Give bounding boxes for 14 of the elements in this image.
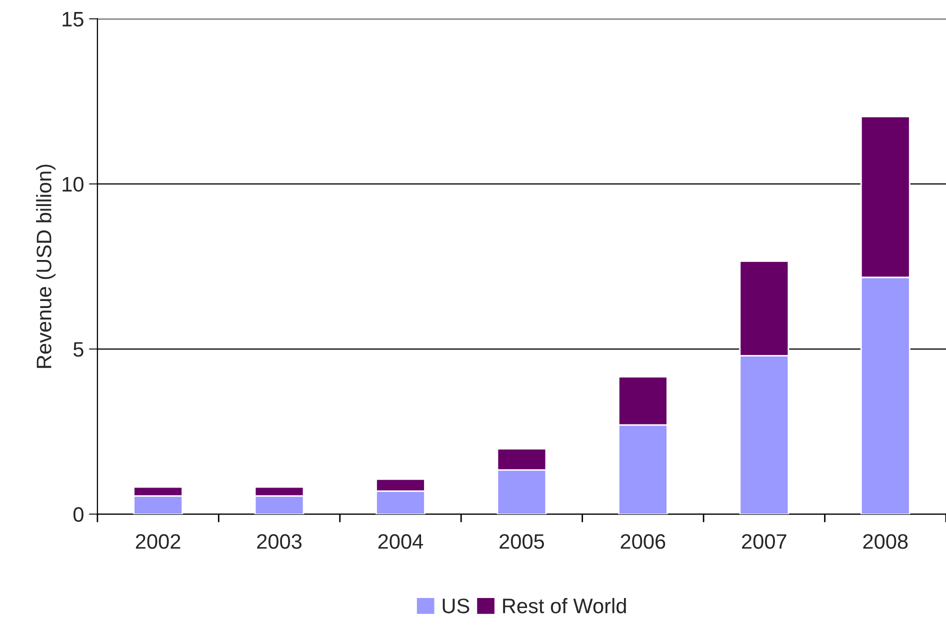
x-tick-label: 2006 bbox=[620, 534, 666, 549]
y-tick-label: 5 bbox=[73, 342, 84, 357]
x-tick-label: 2005 bbox=[500, 534, 544, 549]
y-tick-label: 10 bbox=[62, 176, 84, 192]
x-tick-label: 2007 bbox=[742, 534, 786, 549]
x-tick-label: 2008 bbox=[863, 534, 908, 549]
legend-label: US bbox=[442, 598, 470, 614]
y-tick-label: 0 bbox=[73, 507, 84, 522]
x-tick-label: 2002 bbox=[136, 534, 180, 549]
x-tick-label: 2003 bbox=[257, 534, 302, 549]
y-axis-title: Revenue (USD billion) bbox=[36, 164, 56, 368]
x-tick-label: 2004 bbox=[378, 534, 424, 549]
y-tick-label: 15 bbox=[62, 12, 84, 27]
legend-label: Rest of World bbox=[503, 598, 626, 614]
